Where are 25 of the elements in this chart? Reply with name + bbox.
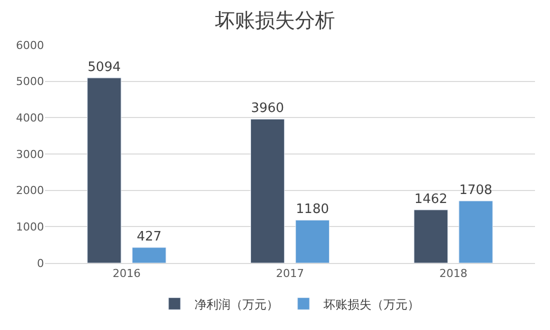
data-label: 1708 [459,182,492,198]
bar [87,78,122,263]
bar [250,118,285,263]
data-label: 1462 [414,192,448,207]
data-label: 427 [136,229,162,244]
bar [414,210,448,263]
legend-label: 坏账损失（万元） [322,297,420,312]
legend-label: 净利润（万元） [194,297,278,312]
chart-title: 坏账损失分析 [214,8,335,32]
y-tick-label: 3000 [16,148,44,161]
x-tick-label: 2016 [112,267,141,280]
y-tick-label: 2000 [16,184,44,198]
bar [295,220,330,263]
y-tick-label: 6000 [16,38,44,52]
x-tick-label: 2017 [276,267,304,280]
x-tick-label: 2018 [439,267,468,280]
data-label: 5094 [88,60,121,75]
data-label: 3960 [251,101,284,116]
y-tick-label: 1000 [16,220,44,234]
y-tick-label: 4000 [16,112,44,125]
data-label: 1180 [296,202,329,218]
y-tick-label: 5000 [16,75,44,88]
y-tick-label: 0 [37,256,44,270]
bar [132,247,166,263]
bar [458,200,493,263]
